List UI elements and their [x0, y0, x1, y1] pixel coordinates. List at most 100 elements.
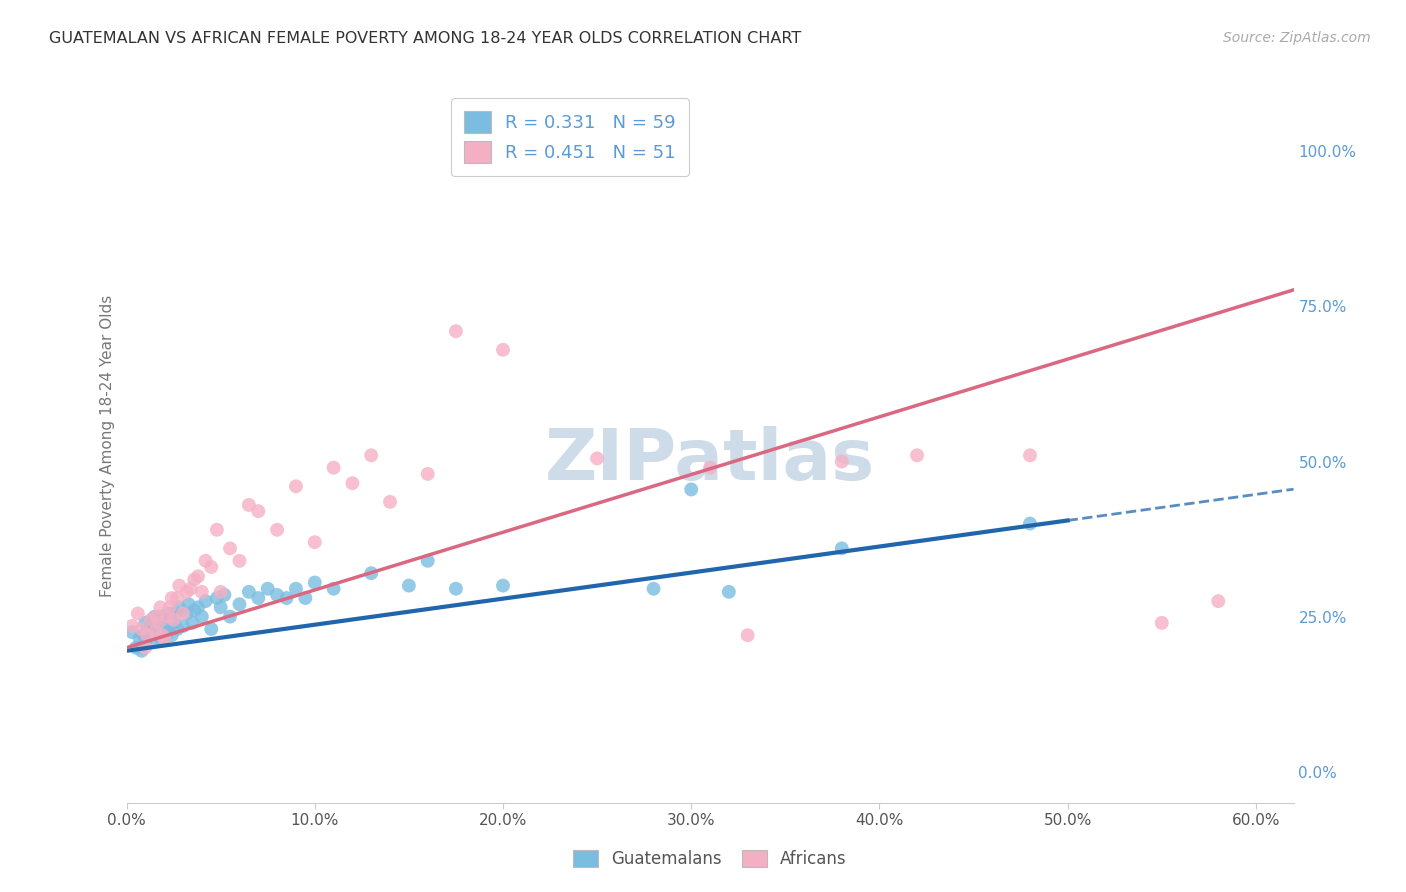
Point [134, 615, 156, 630]
Point [643, 582, 665, 596]
Point [159, 607, 181, 621]
Point [138, 628, 160, 642]
Point [191, 584, 214, 599]
Point [153, 609, 176, 624]
Point [247, 591, 270, 605]
Point [127, 607, 149, 621]
Point [176, 584, 198, 599]
Point [153, 632, 176, 646]
Point [294, 591, 316, 605]
Point [139, 619, 162, 633]
Point [304, 535, 326, 549]
Point [238, 498, 260, 512]
Point [219, 609, 242, 624]
Point [121, 619, 143, 633]
Point [200, 622, 222, 636]
Point [304, 575, 326, 590]
Point [125, 640, 148, 655]
Point [191, 609, 214, 624]
Point [378, 495, 401, 509]
Point [148, 619, 170, 633]
Point [131, 644, 153, 658]
Point [187, 600, 209, 615]
Point [266, 523, 288, 537]
Point [228, 597, 250, 611]
Point [148, 615, 170, 630]
Point [143, 632, 166, 646]
Point [134, 640, 156, 655]
Text: GUATEMALAN VS AFRICAN FEMALE POVERTY AMONG 18-24 YEAR OLDS CORRELATION CHART: GUATEMALAN VS AFRICAN FEMALE POVERTY AMO… [49, 31, 801, 46]
Point [132, 628, 155, 642]
Point [284, 582, 307, 596]
Point [256, 582, 278, 596]
Point [177, 597, 200, 611]
Point [165, 607, 187, 621]
Point [1019, 516, 1042, 531]
Point [153, 632, 176, 646]
Point [342, 476, 364, 491]
Point [398, 579, 420, 593]
Point [183, 603, 205, 617]
Point [172, 619, 194, 633]
Point [905, 448, 928, 462]
Point [209, 584, 232, 599]
Point [444, 324, 467, 338]
Point [209, 600, 232, 615]
Point [247, 504, 270, 518]
Point [360, 448, 382, 462]
Point [219, 541, 242, 556]
Point [159, 600, 181, 615]
Point [134, 634, 156, 648]
Point [166, 591, 188, 605]
Point [360, 566, 382, 581]
Point [176, 607, 198, 621]
Point [121, 625, 143, 640]
Point [831, 541, 853, 556]
Point [139, 613, 162, 627]
Point [131, 622, 153, 636]
Point [284, 479, 307, 493]
Point [194, 554, 217, 568]
Point [1019, 448, 1042, 462]
Point [156, 609, 179, 624]
Point [681, 483, 703, 497]
Point [128, 632, 150, 646]
Point [150, 628, 173, 642]
Point [145, 609, 167, 624]
Legend: Guatemalans, Africans: Guatemalans, Africans [565, 842, 855, 877]
Point [444, 582, 467, 596]
Point [145, 625, 167, 640]
Point [149, 632, 172, 646]
Point [194, 594, 217, 608]
Point [238, 584, 260, 599]
Point [160, 591, 183, 605]
Point [136, 628, 159, 642]
Point [1150, 615, 1173, 630]
Point [214, 588, 236, 602]
Point [172, 607, 194, 621]
Point [276, 591, 298, 605]
Point [156, 625, 179, 640]
Point [143, 625, 166, 640]
Point [166, 622, 188, 636]
Point [831, 454, 853, 468]
Point [1206, 594, 1229, 608]
Point [205, 523, 228, 537]
Point [180, 582, 202, 596]
Point [187, 569, 209, 583]
Point [167, 600, 190, 615]
Point [322, 460, 344, 475]
Point [492, 343, 515, 357]
Point [181, 615, 204, 630]
Point [200, 560, 222, 574]
Point [149, 609, 172, 624]
Text: ZIPatlas: ZIPatlas [546, 425, 875, 495]
Point [228, 554, 250, 568]
Point [162, 615, 184, 630]
Point [162, 613, 184, 627]
Point [416, 554, 439, 568]
Point [266, 588, 288, 602]
Point [149, 600, 172, 615]
Point [155, 622, 177, 636]
Point [737, 628, 759, 642]
